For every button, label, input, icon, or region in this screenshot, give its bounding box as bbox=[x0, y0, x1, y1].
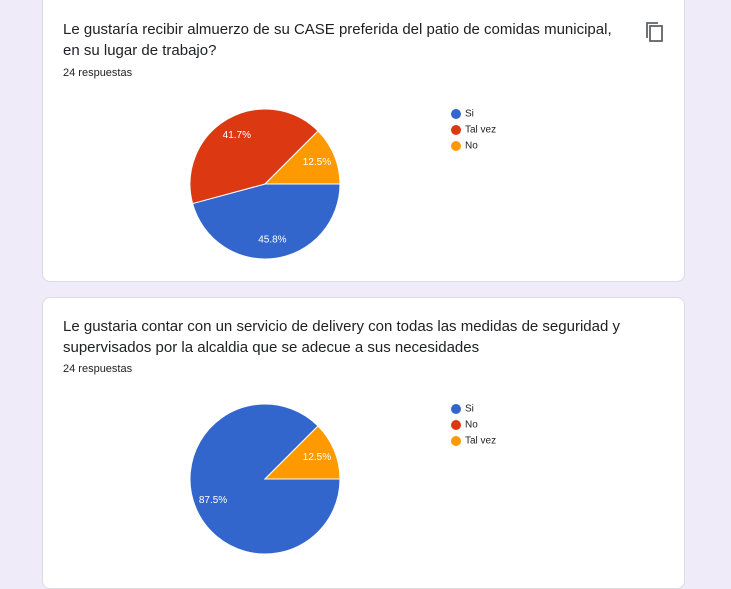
legend-swatch bbox=[451, 141, 461, 151]
question-card: Le gustaría recibir almuerzo de su CASE … bbox=[42, 0, 685, 282]
legend-label: No bbox=[465, 141, 478, 152]
legend-label: Si bbox=[465, 404, 474, 415]
question-card: Le gustaria contar con un servicio de de… bbox=[42, 297, 685, 589]
response-count: 24 respuestas bbox=[63, 363, 133, 375]
slice-label: 87.5% bbox=[199, 495, 227, 506]
copy-icon[interactable] bbox=[644, 20, 664, 44]
legend-label: Tal vez bbox=[465, 436, 496, 447]
pie-chart: 45.8% 41.7% 12.5% Si Tal vez No bbox=[189, 108, 496, 260]
pie-slice bbox=[263, 425, 341, 480]
slice-label: 12.5% bbox=[303, 452, 331, 463]
response-count: 24 respuestas bbox=[63, 67, 133, 79]
page: Le gustaría recibir almuerzo de su CASE … bbox=[42, 0, 685, 589]
legend-swatch bbox=[451, 436, 461, 446]
pie-chart: 87.5% 12.5% Si No Tal vez bbox=[189, 403, 496, 555]
legend-swatch bbox=[451, 125, 461, 135]
pie-slice bbox=[191, 183, 341, 260]
legend-label: Tal vez bbox=[465, 125, 496, 136]
slice-label: 45.8% bbox=[258, 234, 286, 245]
slice-label: 41.7% bbox=[223, 130, 251, 141]
legend-swatch bbox=[451, 404, 461, 414]
pie-slice bbox=[263, 130, 341, 185]
slice-label: 12.5% bbox=[303, 157, 331, 168]
legend-swatch bbox=[451, 420, 461, 430]
question-title: Le gustaría recibir almuerzo de su CASE … bbox=[63, 21, 612, 59]
legend-label: No bbox=[465, 420, 478, 431]
pie-slice bbox=[189, 108, 319, 205]
legend-swatch bbox=[451, 109, 461, 119]
legend-label: Si bbox=[465, 109, 474, 120]
question-title: Le gustaria contar con un servicio de de… bbox=[63, 318, 620, 356]
